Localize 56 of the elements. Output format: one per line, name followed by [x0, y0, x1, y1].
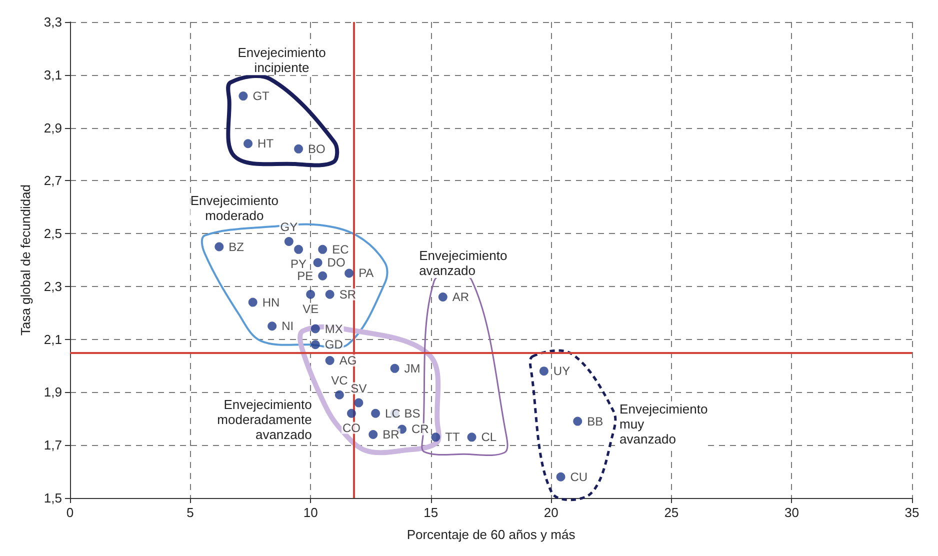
- x-tick-label: 20: [544, 505, 558, 520]
- data-label: DO: [327, 256, 346, 270]
- x-tick-label: 35: [904, 505, 920, 520]
- x-tick-label: 30: [784, 505, 799, 520]
- x-tick-label: 10: [303, 505, 318, 520]
- data-label: TT: [445, 430, 460, 444]
- series-label: Envejecimiento moderadamente avanzado: [217, 396, 312, 442]
- data-label: PE: [297, 268, 314, 283]
- y-tick-label: 1,7: [44, 438, 62, 453]
- x-tick-label: 15: [424, 505, 438, 520]
- data-label: HN: [262, 295, 280, 310]
- y-tick-label: 3,1: [44, 67, 62, 82]
- data-label: GT: [252, 89, 270, 104]
- x-tick-label: 0: [66, 505, 74, 520]
- data-label: SR: [339, 287, 356, 302]
- data-label: AR: [452, 290, 470, 304]
- y-tick-label: 1,5: [44, 490, 62, 506]
- data-label: HT: [258, 136, 274, 151]
- data-label: GD: [324, 338, 344, 352]
- y-tick-label: 2,9: [44, 120, 62, 136]
- data-label: GY: [280, 220, 298, 234]
- data-label: CO: [342, 420, 360, 435]
- x-axis-title: Porcentaje de 60 años y más: [406, 527, 576, 542]
- y-tick-label: 2,7: [44, 173, 62, 188]
- y-tick-label: 2,3: [44, 278, 62, 294]
- x-tick-label: 25: [664, 505, 679, 520]
- series-label: Envejecimiento incipiente: [238, 45, 326, 76]
- data-label: PY: [290, 256, 307, 271]
- x-tick-label: 5: [186, 505, 194, 520]
- data-label: JM: [404, 361, 420, 376]
- data-label: VC: [331, 373, 348, 388]
- text: Envejecimiento avanzado: [419, 248, 508, 278]
- data-label: LC: [385, 406, 401, 420]
- data-label: SV: [350, 381, 367, 396]
- data-label: BS: [404, 406, 420, 420]
- y-axis-title: Tasa global de fecundidad: [18, 184, 33, 336]
- y-tick-label: 2,5: [44, 226, 62, 242]
- series-label: Envejecimiento moderado: [190, 193, 279, 224]
- data-label: BZ: [228, 240, 244, 254]
- data-label: UY: [553, 364, 570, 378]
- data-label: CR: [411, 422, 430, 436]
- data-label: BR: [382, 428, 400, 442]
- y-tick-label: 2,1: [44, 332, 62, 347]
- text: Envejecimiento muy avanzado: [620, 401, 708, 446]
- data-label: NI: [282, 319, 294, 334]
- data-label: EC: [332, 242, 350, 256]
- y-tick-label: 1,9: [44, 384, 62, 400]
- data-label: PA: [358, 266, 374, 280]
- data-label: BB: [587, 414, 604, 428]
- data-label: MX: [324, 322, 343, 336]
- data-label: BO: [308, 142, 326, 156]
- y-tick-label: 3,3: [44, 14, 62, 30]
- data-label: CU: [570, 470, 588, 484]
- data-label: CL: [481, 430, 497, 444]
- data-label: VE: [302, 302, 319, 316]
- data-label: AG: [339, 353, 357, 368]
